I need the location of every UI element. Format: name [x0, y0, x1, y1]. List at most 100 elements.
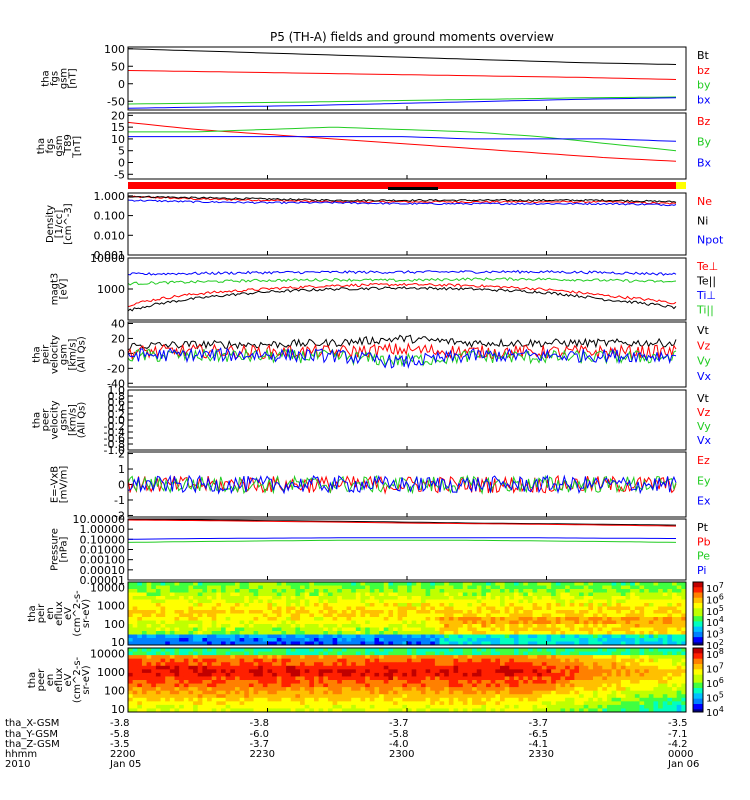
spectrogram-cell: [681, 638, 687, 642]
spectrogram-cell: [216, 648, 222, 653]
spectrogram-cell: [532, 683, 538, 688]
spectrogram-cell: [639, 648, 645, 653]
spectrogram-cell: [634, 665, 640, 670]
spectrogram-cell: [490, 655, 496, 660]
spectrogram-cell: [658, 620, 664, 625]
spectrogram-cell: [355, 680, 361, 685]
spectrogram-cell: [620, 669, 627, 674]
spectrogram-cell: [648, 669, 654, 674]
spectrogram-cell: [611, 655, 617, 660]
spectrogram-cell: [137, 662, 143, 667]
spectrogram-cell: [160, 631, 166, 635]
legend-Pi: Pi: [697, 564, 706, 577]
spectrogram-cell: [290, 606, 296, 611]
spectrogram-cell: [541, 683, 547, 688]
spectrogram-cell: [653, 631, 659, 635]
spectrogram-cell: [216, 638, 222, 642]
spectrogram-cell: [606, 585, 613, 590]
y-tick-label: 10: [111, 636, 125, 649]
spectrogram-cell: [379, 676, 385, 681]
spectrogram-cell: [323, 708, 329, 713]
spectrogram-cell: [565, 641, 571, 646]
spectrogram-cell: [593, 620, 599, 625]
spectrogram-cell: [560, 655, 566, 660]
spectrogram-cell: [128, 641, 134, 646]
spectrogram-cell: [216, 680, 222, 685]
spectrogram-cell: [420, 680, 427, 685]
spectrogram-cell: [430, 687, 436, 692]
spectrogram-cell: [439, 631, 445, 635]
spectrogram-cell: [281, 596, 287, 600]
spectrogram-cell: [597, 683, 603, 688]
spectrogram-cell: [407, 592, 413, 597]
spectrogram-cell: [625, 665, 631, 670]
spectrogram-cell: [407, 687, 413, 692]
spectrogram-cell: [676, 596, 682, 600]
spectrogram-cell: [393, 606, 399, 611]
spectrogram-cell: [565, 701, 571, 706]
spectrogram-cell: [174, 680, 180, 685]
spectrogram-cell: [462, 589, 468, 593]
spectrogram-cell: [676, 634, 682, 639]
spectrogram-cell: [351, 690, 357, 695]
spectrogram-cell: [165, 613, 171, 618]
spectrogram-cell: [388, 676, 394, 681]
spectrogram-cell: [430, 704, 436, 709]
spectrogram-cell: [281, 585, 287, 590]
spectrogram-cell: [327, 634, 334, 639]
spectrogram-cell: [509, 641, 515, 646]
spectrogram-cell: [551, 641, 557, 646]
spectrogram-cell: [379, 631, 385, 635]
spectrogram-cell: [602, 687, 608, 692]
spectrogram-cell: [407, 648, 413, 653]
spectrogram-cell: [151, 617, 157, 621]
spectrogram-cell: [244, 589, 250, 593]
spectrogram-cell: [188, 624, 194, 628]
spectrogram-cell: [234, 655, 241, 660]
spectrogram-cell: [323, 665, 329, 670]
spectrogram-cell: [472, 680, 478, 685]
spectrogram-cell: [411, 610, 417, 614]
spectrogram-cell: [155, 701, 162, 706]
spectrogram-cell: [416, 613, 422, 618]
spectrogram-cell: [555, 651, 561, 656]
spectrogram-cell: [337, 697, 343, 702]
spectrogram-cell: [495, 683, 501, 688]
spectrogram-cell: [569, 672, 575, 677]
spectrogram-cell: [420, 694, 427, 699]
spectrogram-cell: [648, 589, 654, 593]
spectrogram-cell: [183, 672, 189, 677]
spectrogram-cell: [337, 704, 343, 709]
spectrogram-cell: [560, 589, 566, 593]
spectrogram-cell: [230, 683, 236, 688]
spectrogram-cell: [267, 592, 273, 597]
spectrogram-cell: [472, 589, 478, 593]
spectrogram-cell: [588, 680, 594, 685]
spectrogram-cell: [146, 631, 152, 635]
spectrogram-cell: [244, 704, 250, 709]
colorbar-cell: [693, 706, 703, 710]
spectrogram-cell: [211, 676, 217, 681]
spectrogram-cell: [500, 690, 506, 695]
spectrogram-cell: [541, 596, 547, 600]
spectrogram-cell: [234, 690, 241, 695]
spectrogram-cell: [420, 648, 427, 653]
spectrogram-cell: [137, 655, 143, 660]
spectrogram-cell: [355, 662, 361, 667]
spectrogram-cell: [234, 627, 241, 632]
spectrogram-cell: [193, 648, 199, 653]
colorbar-frame: [692, 581, 704, 646]
spectrogram-cell: [314, 592, 320, 597]
spectrogram-cell: [253, 662, 259, 667]
spectrogram-cell: [579, 683, 585, 688]
spectrogram-cell: [141, 669, 148, 674]
spectrogram-cell: [244, 617, 250, 621]
spectrogram-cell: [179, 655, 185, 660]
spectrogram-cell: [518, 620, 524, 625]
y-tick-label: 100: [104, 685, 125, 698]
spectrogram-cell: [290, 687, 296, 692]
spectrogram-cell: [500, 658, 506, 663]
spectrogram-cell: [467, 651, 473, 656]
spectrogram-cell: [295, 617, 301, 621]
colorbar-cell: [693, 696, 703, 700]
